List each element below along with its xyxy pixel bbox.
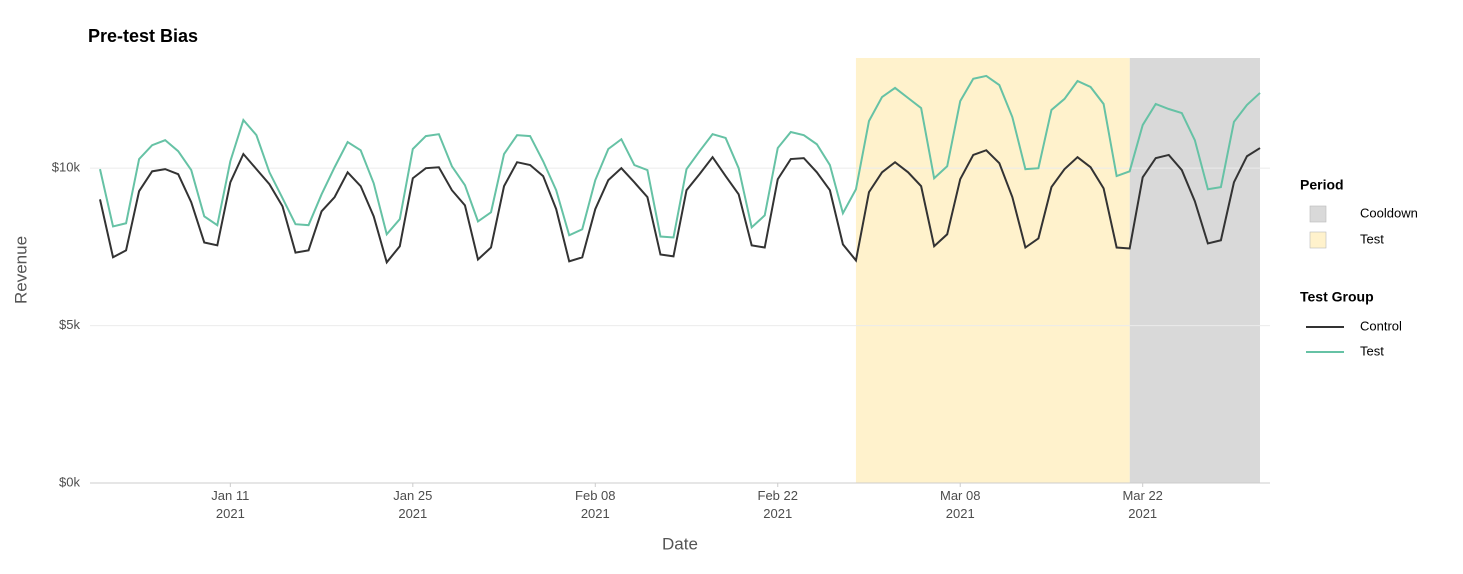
x-tick-label-line: 2021 (946, 506, 975, 521)
legend-label: Cooldown (1360, 205, 1418, 220)
x-tick-label: Jan 25 2021 (393, 488, 432, 521)
x-tick-label-line: Mar 22 (1122, 488, 1162, 503)
x-axis-title: Date (662, 534, 698, 553)
y-axis-title: Revenue (11, 236, 30, 304)
x-tick-label-line: 2021 (398, 506, 427, 521)
period-band (1129, 58, 1260, 483)
legend-label: Control (1360, 318, 1402, 333)
x-tick-label: Mar 22 2021 (1122, 488, 1162, 521)
legend-label: Test (1360, 343, 1384, 358)
series-line (99, 147, 1261, 265)
x-tick-label-line: Feb 22 (758, 488, 798, 503)
legend-title: Test Group (1300, 289, 1374, 305)
x-tick-label: Feb 08 2021 (575, 488, 615, 521)
x-tick-label-line: 2021 (1128, 506, 1157, 521)
legend-key (1309, 205, 1327, 223)
x-tick-label-line: Jan 11 (211, 488, 249, 503)
x-tick-label-line: 2021 (216, 506, 245, 521)
y-tick-label: $10k (52, 160, 81, 175)
x-tick-label: Mar 08 2021 (940, 488, 980, 521)
chart-title: Pre-test Bias (88, 26, 198, 46)
y-tick-label: $5k (59, 317, 80, 332)
x-tick-label-line: Feb 08 (575, 488, 615, 503)
x-tick-label-line: 2021 (581, 506, 610, 521)
x-tick-label-line: Jan 25 (393, 488, 432, 503)
legend-label: Test (1360, 231, 1384, 246)
legend-title: Period (1300, 177, 1344, 193)
x-tick-label-line: Mar 08 (940, 488, 980, 503)
series-line (99, 74, 1261, 239)
legend-key (1309, 231, 1327, 249)
y-tick-label: $0k (59, 474, 80, 489)
x-tick-label-line: 2021 (763, 506, 792, 521)
x-tick-label: Feb 22 2021 (758, 488, 798, 521)
period-band (855, 58, 1130, 483)
x-tick-label: Jan 11 2021 (211, 488, 249, 521)
